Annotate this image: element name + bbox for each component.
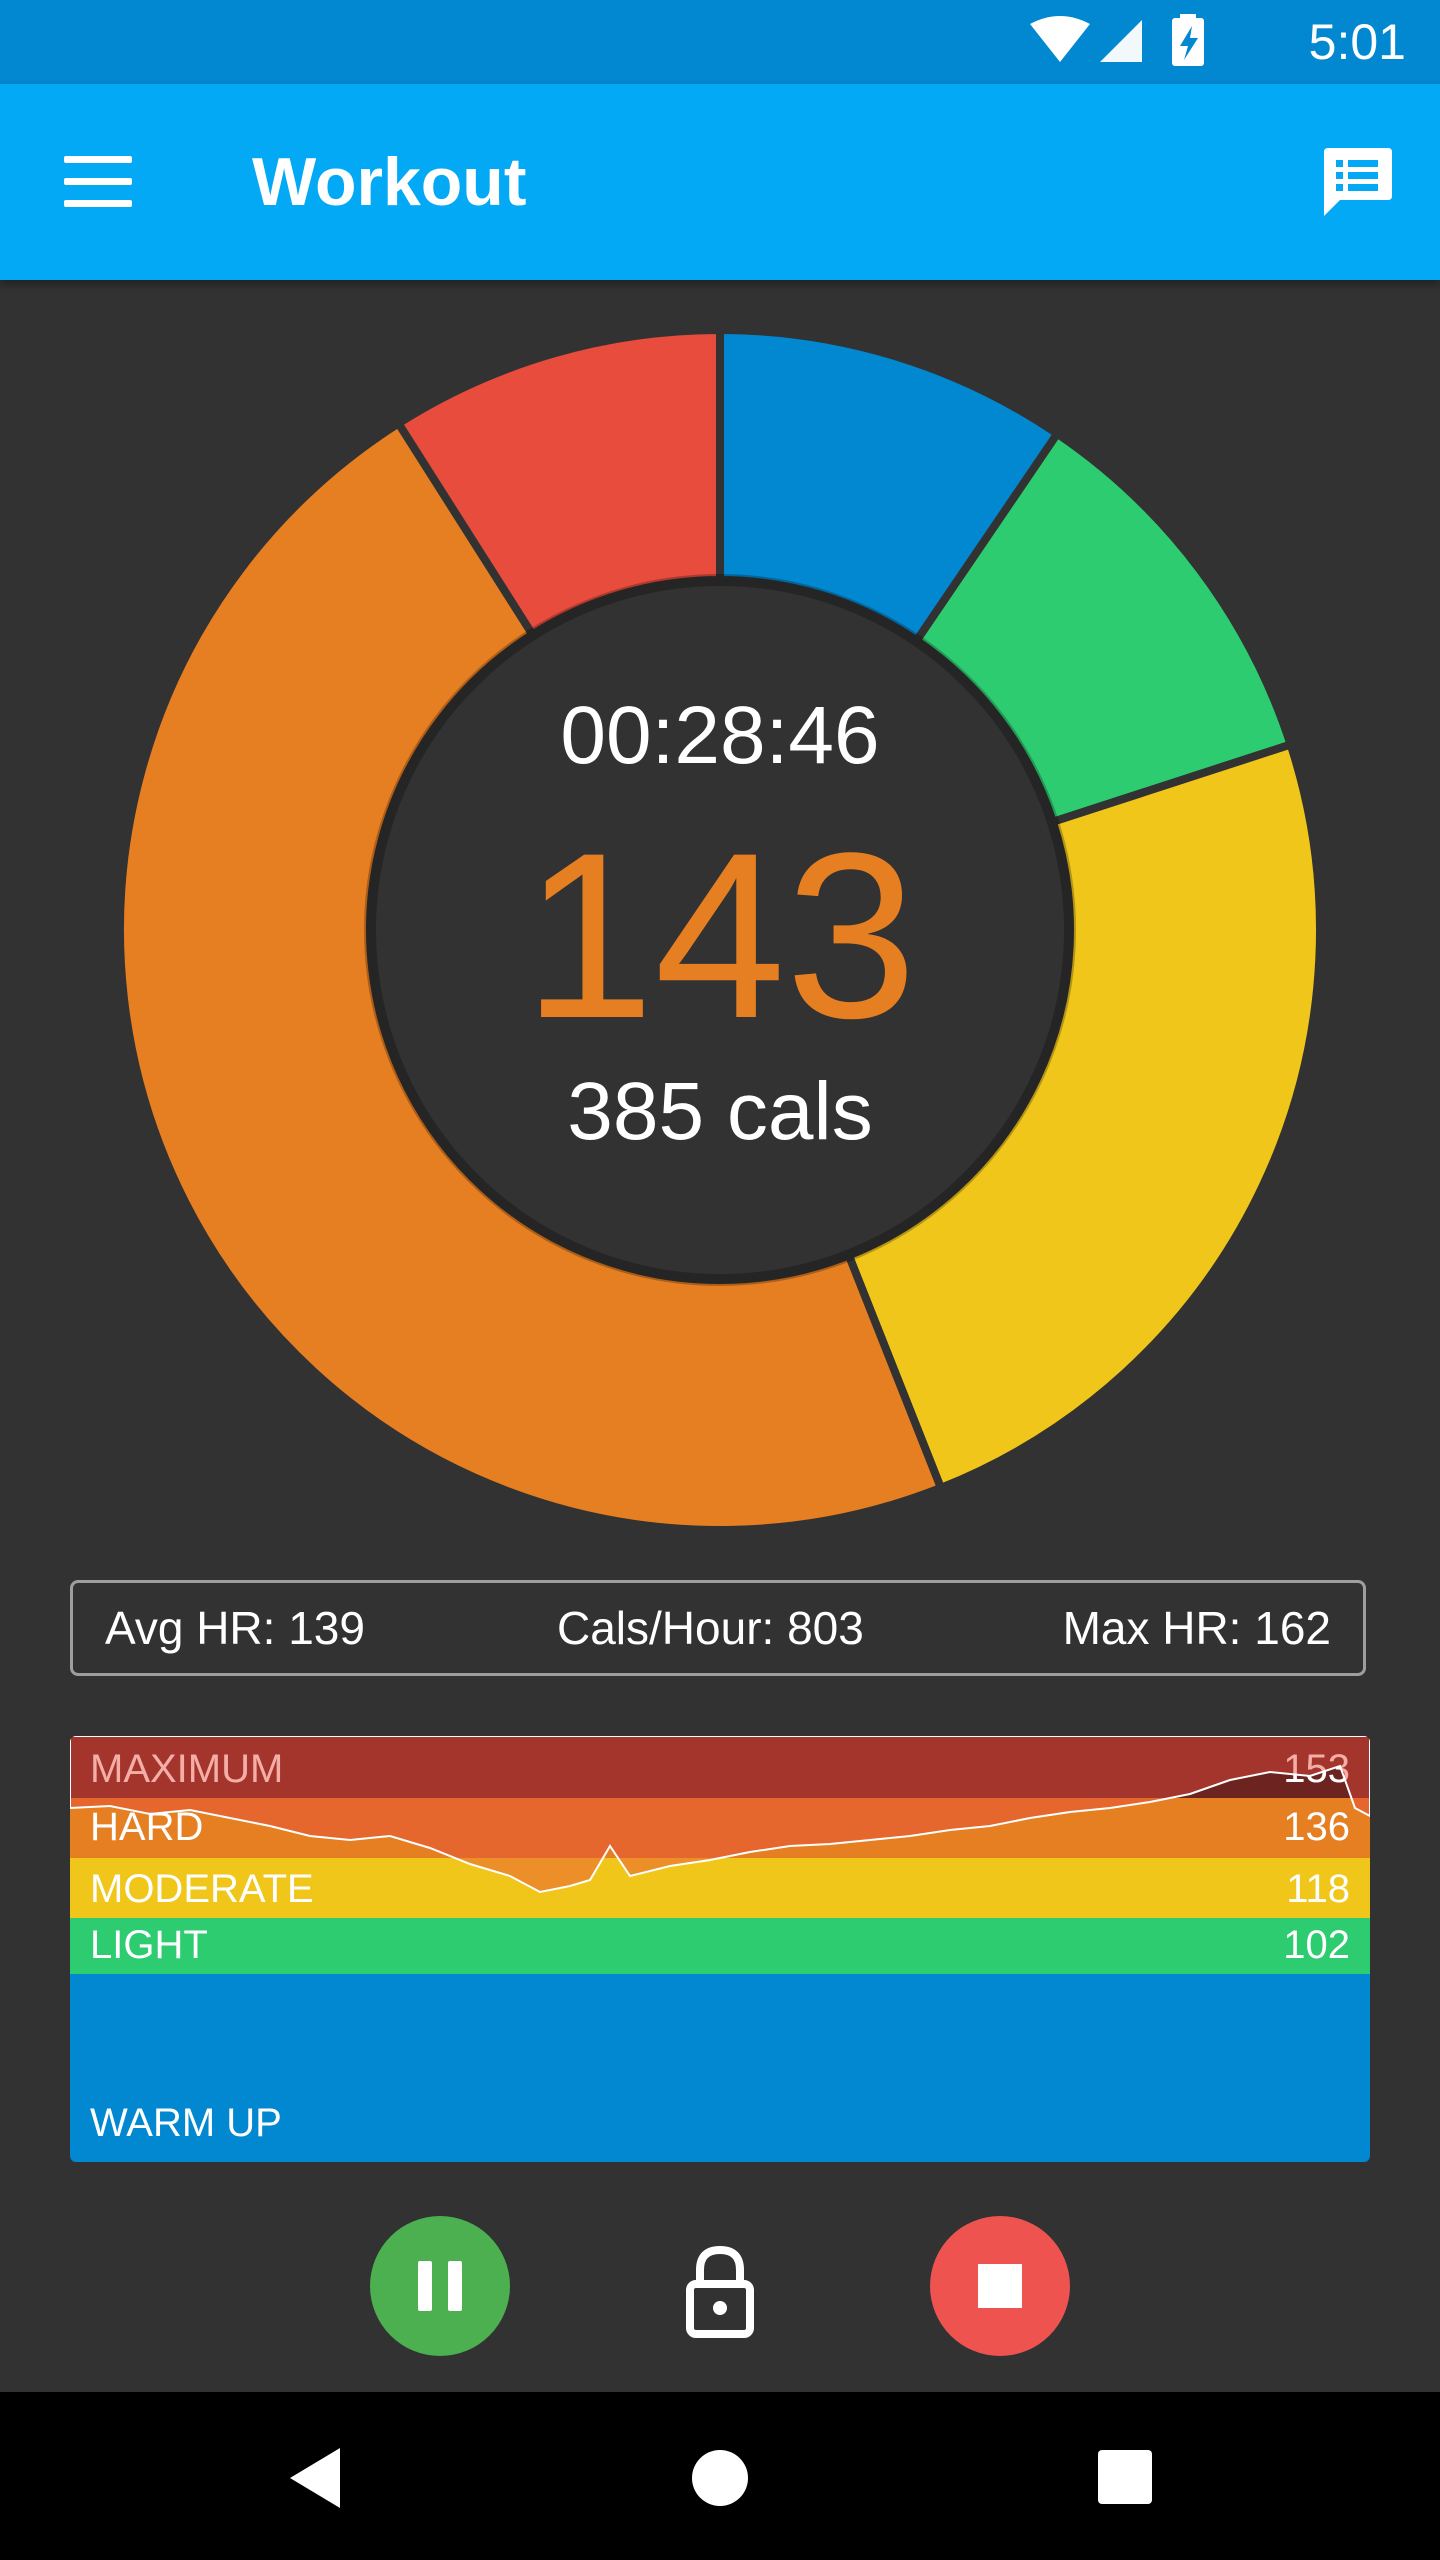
pause-button[interactable] [370, 2216, 510, 2356]
elapsed-time: 00:28:46 [560, 690, 880, 781]
zone-band-light: LIGHT 102 [70, 1918, 1370, 1974]
pause-icon [418, 2261, 432, 2311]
stop-button[interactable] [930, 2216, 1070, 2356]
calories-burned: 385 cals [567, 1066, 873, 1157]
status-bar: 5:01 [0, 0, 1440, 84]
signal-icon [1100, 20, 1142, 62]
zone-band-warm-up: WARM UP [70, 1974, 1370, 2162]
hr-zone-chart: MAXIMUM 153 HARD 136 MODERATE 118 LIGHT … [70, 1736, 1370, 2162]
status-time: 5:01 [1308, 14, 1406, 70]
back-icon[interactable] [290, 2448, 340, 2508]
zone-donut-chart [116, 325, 1324, 1535]
zone-label: MODERATE [90, 1867, 314, 1911]
recents-icon[interactable] [1098, 2450, 1152, 2504]
app-bar: Workout [0, 84, 1440, 280]
menu-icon[interactable] [64, 156, 132, 208]
zone-value: 102 [1283, 1923, 1350, 1967]
zone-value: 118 [1286, 1867, 1350, 1911]
zone-label: LIGHT [90, 1923, 208, 1967]
zone-band-maximum: MAXIMUM 153 [70, 1736, 1370, 1798]
zone-label: WARM UP [90, 2101, 282, 2145]
chat-list-icon[interactable] [1320, 144, 1394, 218]
heart-rate-area [70, 1736, 1370, 1894]
battery-charging-icon [1172, 14, 1204, 66]
home-icon[interactable] [692, 2450, 748, 2506]
zone-band-moderate: MODERATE 118 [70, 1858, 1370, 1918]
donut-center [364, 574, 1076, 1286]
zone-band-hard: HARD 136 [70, 1798, 1370, 1858]
lock-icon[interactable] [684, 2244, 756, 2340]
zone-value: 153 [1283, 1744, 1350, 1794]
zone-value: 136 [1283, 1805, 1350, 1849]
pause-icon [448, 2261, 462, 2311]
max-hr: Max HR: 162 [1062, 1602, 1331, 1654]
heart-rate-trace [70, 1736, 1370, 1894]
system-nav-bar [0, 2392, 1440, 2560]
workout-controls [0, 2200, 1440, 2380]
current-heart-rate: 143 [523, 804, 917, 1068]
zone-label: MAXIMUM [90, 1744, 283, 1794]
wifi-icon [1030, 16, 1090, 62]
summary-stats: Avg HR: 139 Cals/Hour: 803 Max HR: 162 [70, 1580, 1366, 1676]
status-icons [1030, 14, 1204, 66]
avg-hr: Avg HR: 139 [105, 1602, 365, 1654]
stop-icon [978, 2264, 1022, 2308]
page-title: Workout [252, 144, 527, 220]
cals-per-hour: Cals/Hour: 803 [557, 1602, 864, 1654]
